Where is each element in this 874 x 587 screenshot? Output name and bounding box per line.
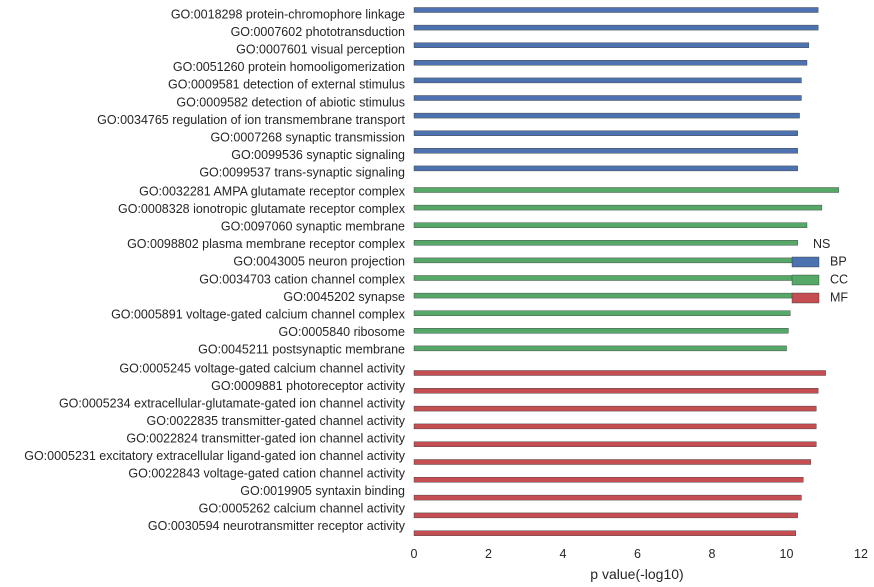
category-label: GO:0005891 voltage-gated calcium channel… bbox=[111, 307, 406, 321]
legend-swatch-mf bbox=[791, 292, 820, 304]
category-label: GO:0005245 voltage-gated calcium channel… bbox=[119, 361, 405, 375]
bar-bp bbox=[413, 42, 810, 48]
category-label: GO:0009881 photoreceptor activity bbox=[211, 379, 406, 393]
category-label: GO:0022824 transmitter-gated ion channel… bbox=[126, 431, 405, 445]
category-label: GO:0022835 transmitter-gated channel act… bbox=[147, 414, 406, 428]
category-label: GO:0030594 neurotransmitter receptor act… bbox=[148, 519, 406, 533]
x-tick-label: 6 bbox=[634, 547, 641, 561]
legend-label-bp: BP bbox=[830, 254, 847, 268]
category-label: GO:0005840 ribosome bbox=[279, 325, 406, 339]
bar-cc bbox=[413, 328, 789, 334]
category-label: GO:0099537 trans-synaptic signaling bbox=[199, 166, 405, 180]
bar-bp bbox=[413, 112, 800, 119]
bar-cc bbox=[413, 292, 793, 299]
category-label: GO:0005262 calcium channel activity bbox=[199, 501, 406, 515]
bar-bp bbox=[413, 148, 798, 154]
bar-cc bbox=[413, 240, 798, 246]
category-label: GO:0022843 voltage-gated cation channel … bbox=[128, 466, 405, 480]
category-label: GO:0051260 protein homooligomerization bbox=[173, 60, 405, 74]
bar-cc bbox=[413, 275, 795, 281]
bar-bp bbox=[413, 7, 819, 13]
bars bbox=[413, 7, 839, 536]
x-tick-label: 12 bbox=[854, 547, 868, 561]
legend: NS BP CC MF bbox=[791, 237, 848, 304]
bar-bp bbox=[413, 24, 819, 31]
category-label: GO:0007268 synaptic transmission bbox=[210, 130, 405, 144]
legend-title: NS bbox=[813, 237, 830, 251]
category-label: GO:0007602 phototransduction bbox=[231, 25, 405, 39]
category-label: GO:0009581 detection of external stimulu… bbox=[168, 78, 405, 92]
x-tick-label: 8 bbox=[709, 547, 716, 561]
category-label: GO:0034703 cation channel complex bbox=[199, 272, 405, 286]
bar-mf bbox=[413, 512, 798, 519]
legend-label-mf: MF bbox=[830, 290, 848, 304]
x-tick-label: 0 bbox=[411, 547, 418, 561]
bar-bp bbox=[413, 77, 802, 84]
x-tick-label: 4 bbox=[560, 547, 567, 561]
bar-bp bbox=[413, 95, 802, 101]
bar-mf bbox=[413, 423, 817, 430]
category-label: GO:0007601 visual perception bbox=[236, 42, 405, 56]
category-label: GO:0034765 regulation of ion transmembra… bbox=[97, 113, 405, 127]
category-label: GO:0018298 protein-chromophore linkage bbox=[171, 7, 405, 21]
category-label: GO:0099536 synaptic signaling bbox=[231, 148, 405, 162]
bar-cc bbox=[413, 204, 823, 211]
legend-swatch-cc bbox=[791, 274, 820, 286]
category-label: GO:0019905 syntaxin binding bbox=[240, 484, 405, 498]
category-label: GO:0032281 AMPA glutamate receptor compl… bbox=[139, 184, 406, 198]
bar-cc bbox=[413, 187, 839, 193]
legend-swatch-bp bbox=[791, 256, 820, 268]
category-label: GO:0009582 detection of abiotic stimulus bbox=[176, 95, 405, 109]
bar-bp bbox=[413, 60, 808, 66]
bar-mf bbox=[413, 494, 802, 501]
bar-bp bbox=[413, 130, 798, 136]
bar-cc bbox=[413, 257, 795, 264]
bar-mf bbox=[413, 459, 811, 465]
x-axis: 0 2 4 6 8 10 12 p value(-log10) bbox=[411, 547, 868, 582]
category-label: GO:0005231 excitatory extracellular liga… bbox=[24, 449, 406, 463]
x-tick-labels: 0 2 4 6 8 10 12 bbox=[411, 547, 868, 561]
bar-mf bbox=[413, 370, 826, 376]
bar-bp bbox=[413, 165, 798, 172]
bar-mf bbox=[413, 405, 817, 412]
category-label: GO:0043005 neuron projection bbox=[233, 255, 405, 269]
category-label: GO:0097060 synaptic membrane bbox=[221, 219, 405, 233]
x-axis-title: p value(-log10) bbox=[590, 566, 683, 582]
category-label: GO:0045202 synapse bbox=[283, 290, 405, 304]
bar-mf bbox=[413, 477, 804, 483]
category-label: GO:0005234 extracellular-glutamate-gated… bbox=[59, 396, 406, 410]
bar-cc bbox=[413, 310, 791, 316]
bar-cc bbox=[413, 345, 787, 352]
category-label: GO:0045211 postsynaptic membrane bbox=[198, 343, 405, 357]
bar-cc bbox=[413, 222, 808, 228]
x-tick-label: 2 bbox=[485, 547, 492, 561]
bar-mf bbox=[413, 441, 817, 447]
bar-mf bbox=[413, 388, 819, 394]
legend-label-cc: CC bbox=[830, 272, 848, 286]
bar-mf bbox=[413, 530, 797, 536]
category-labels: GO:0018298 protein-chromophore linkage GO… bbox=[24, 7, 406, 533]
x-tick-label: 10 bbox=[780, 547, 794, 561]
category-label: GO:0008328 ionotropic glutamate receptor… bbox=[118, 202, 406, 216]
category-label: GO:0098802 plasma membrane receptor comp… bbox=[127, 237, 406, 251]
